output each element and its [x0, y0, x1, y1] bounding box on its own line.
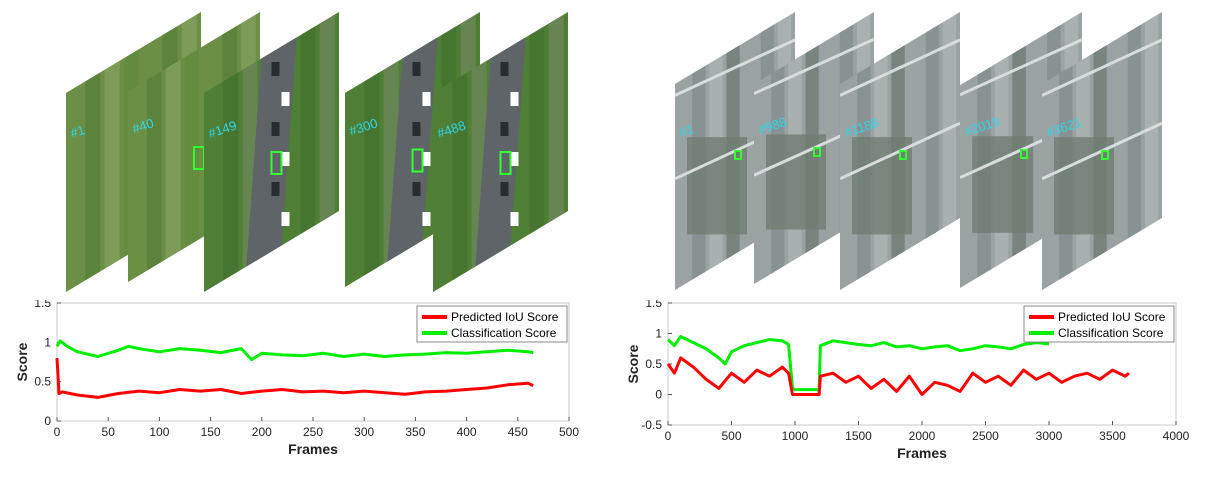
target-box	[899, 150, 907, 160]
x-tick-label: 200	[252, 425, 272, 439]
x-tick-label: 1500	[845, 429, 872, 443]
x-tick-label: 500	[559, 425, 579, 439]
target-box	[411, 148, 424, 173]
x-tick-label: 3500	[1099, 429, 1126, 443]
frame-number-label: #40	[130, 115, 155, 136]
x-tick-label: 100	[149, 425, 169, 439]
x-tick-label: 1000	[782, 429, 809, 443]
x-tick-label: 4000	[1163, 429, 1190, 443]
left-panel: #1 #40 #149 #300 #488 0 50 100 150 200 250 300 350 4…	[14, 12, 579, 457]
iou-score-line	[666, 356, 1130, 396]
legend-entry: Predicted IoU Score	[451, 310, 559, 324]
frame-thumbnail: #3621	[1042, 12, 1162, 290]
frame-number-label: #1	[68, 122, 86, 141]
score-chart-left: 0 50 100 150 200 250 300 350 400 450 500 0 0.5 1 1.5 Fr…	[14, 300, 579, 457]
y-tick-label: 1.5	[645, 300, 662, 310]
y-tick-label: 1	[44, 335, 51, 349]
legend-entry: Predicted IoU Score	[1058, 310, 1166, 324]
y-tick-label: 1	[655, 327, 662, 341]
legend-entry: Classification Score	[451, 326, 557, 340]
frame-strip-left: #1 #40 #149 #300 #488	[66, 12, 568, 292]
x-tick-label: 500	[721, 429, 741, 443]
y-axis-label: Score	[14, 342, 30, 381]
classification-score-line	[55, 339, 534, 362]
target-box	[270, 151, 283, 175]
x-axis-label: Frames	[288, 441, 338, 457]
y-tick-label: 0.5	[34, 375, 51, 389]
x-tick-label: 300	[354, 425, 374, 439]
x-tick-label: 0	[54, 425, 61, 439]
y-tick-label: 0	[44, 414, 51, 428]
x-tick-label: 2000	[909, 429, 936, 443]
frame-number-label: #1	[677, 121, 695, 140]
x-tick-label: 350	[405, 425, 425, 439]
x-tick-label: 450	[508, 425, 528, 439]
target-box	[1101, 150, 1109, 160]
right-panel: #1 #988 #1188 #2019 #3621 0 500 1000 1500 2000 25…	[614, 0, 1227, 486]
legend: Predicted IoU Score Classification Score	[416, 305, 568, 343]
score-chart-right: 0 500 1000 1500 2000 2500 3000 3500 4000-0.500.5…	[625, 300, 1190, 461]
classification-score-line	[666, 335, 1050, 392]
x-tick-label: 3000	[1036, 429, 1063, 443]
y-tick-label: 0.5	[645, 357, 662, 371]
legend-entry: Classification Score	[1058, 326, 1164, 340]
x-tick-label: 50	[102, 425, 116, 439]
frame-strip-right: #1 #988 #1188 #2019 #3621	[675, 12, 1162, 290]
x-tick-label: 400	[457, 425, 477, 439]
x-tick-label: 0	[665, 429, 672, 443]
y-tick-label: -0.5	[641, 418, 662, 432]
x-tick-label: 250	[303, 425, 323, 439]
target-box	[734, 150, 742, 160]
y-axis-label: Score	[625, 344, 641, 383]
target-box	[1020, 149, 1028, 159]
x-tick-label: 2500	[972, 429, 999, 443]
legend: Predicted IoU Score Classification Score	[1023, 305, 1175, 343]
target-box	[499, 151, 512, 175]
target-box	[813, 147, 821, 157]
y-tick-label: 1.5	[34, 300, 51, 310]
x-axis-label: Frames	[897, 445, 947, 461]
iou-score-line	[55, 358, 534, 399]
y-tick-label: 0	[655, 388, 662, 402]
x-tick-label: 150	[201, 425, 221, 439]
